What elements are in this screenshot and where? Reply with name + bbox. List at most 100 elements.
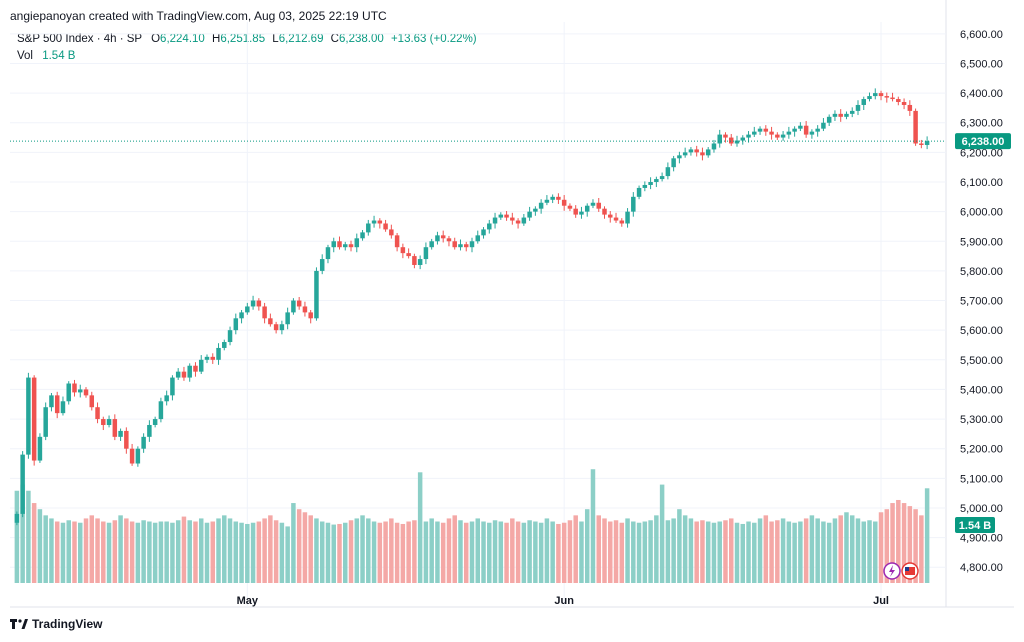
symbol-label[interactable]: S&P 500 Index · 4h · SP <box>17 33 142 45</box>
candle-body <box>239 312 244 319</box>
candle-body <box>498 214 504 218</box>
volume-bar <box>723 520 728 583</box>
volume-bar <box>106 522 112 583</box>
candle-body <box>469 241 475 248</box>
volume-bar <box>849 515 855 583</box>
volume-bar <box>72 521 77 583</box>
volume-bar <box>377 522 383 583</box>
volume-bar <box>158 521 164 583</box>
candle-body <box>141 436 146 449</box>
candle-body <box>798 125 803 129</box>
volume-bar <box>481 521 486 583</box>
candle-body <box>625 211 630 224</box>
candle-body <box>83 389 89 396</box>
volume-bar <box>584 509 590 583</box>
candle-body <box>527 211 532 218</box>
volume-bar <box>705 521 711 583</box>
volume-bar <box>210 521 216 583</box>
candle-body <box>250 300 256 307</box>
tradingview-logo[interactable]: TradingView <box>10 617 102 631</box>
candle-body <box>780 134 786 138</box>
candle-body <box>890 97 895 100</box>
volume-bar <box>521 522 527 583</box>
volume-bar <box>469 521 475 583</box>
volume-bar <box>49 518 54 583</box>
overlay: 6,238.00 1.54 B <box>10 133 1011 580</box>
candle-body <box>746 134 751 138</box>
candle-body <box>26 377 31 455</box>
candle-body <box>14 513 20 523</box>
volume-badge-label: 1.54 B <box>959 520 991 532</box>
volume-bar <box>262 518 267 583</box>
volume-bar <box>43 515 48 583</box>
candle-body <box>187 365 192 378</box>
candle-body <box>389 229 394 236</box>
volume-bar <box>510 518 515 583</box>
candle-body <box>233 318 239 331</box>
candle-body <box>792 128 797 132</box>
volume-bar <box>694 521 699 583</box>
volume-bar <box>268 515 273 583</box>
candle-body <box>66 383 71 402</box>
volume-bar <box>31 503 37 583</box>
candle-body <box>348 244 354 248</box>
volume-bar <box>746 521 751 583</box>
candle-body <box>49 395 54 408</box>
candle-body <box>740 137 746 141</box>
volume-bar <box>239 522 244 583</box>
candle-body <box>832 113 838 117</box>
candle-body <box>602 208 607 215</box>
volume-bar <box>740 523 746 583</box>
last-price-label: 6,238.00 <box>962 136 1005 148</box>
candle-body <box>245 306 250 313</box>
volume-bar <box>734 522 740 583</box>
y-tick-label: 5,700.00 <box>960 296 1003 308</box>
candle-body <box>677 155 682 159</box>
y-tick-label: 6,200.00 <box>960 147 1003 159</box>
candle-body <box>31 377 37 461</box>
candle-body <box>440 235 446 239</box>
volume-bar <box>458 520 463 583</box>
volume-bar <box>452 515 457 583</box>
candle-body <box>423 247 429 260</box>
y-tick-label: 6,300.00 <box>960 118 1003 130</box>
volume-bar <box>924 488 930 583</box>
volume-bar <box>204 522 210 583</box>
candle-body <box>435 235 440 242</box>
candle-body <box>550 196 555 200</box>
low-value: 6,212.69 <box>278 33 324 45</box>
candle-body <box>803 125 809 135</box>
volume-bar <box>60 522 66 583</box>
candle-body <box>193 365 198 372</box>
candle-body <box>584 205 590 212</box>
volume-bar <box>337 523 342 583</box>
y-tick-label: 5,000.00 <box>960 503 1003 515</box>
candle-body <box>175 371 181 378</box>
candle-body <box>337 241 342 248</box>
volume-bar <box>331 524 336 583</box>
ohlc-legend: S&P 500 Index · 4h · SP O6,224.10 H6,251… <box>17 33 477 45</box>
candle-body <box>613 217 619 221</box>
candle-body <box>158 401 164 420</box>
volume-bar <box>216 518 221 583</box>
volume-bar <box>112 520 118 583</box>
x-tick-label: Jul <box>873 595 889 607</box>
volume-bar <box>135 522 141 583</box>
volume-bar <box>873 521 878 583</box>
candle-body <box>838 113 843 117</box>
candle-body <box>763 128 769 132</box>
change-value: +13.63 (+0.22%) <box>390 33 477 45</box>
y-tick-label: 4,800.00 <box>960 562 1003 574</box>
volume-bar <box>590 469 596 583</box>
volume-bar <box>665 520 671 583</box>
volume-bar <box>556 523 561 583</box>
volume-bar <box>487 522 492 583</box>
volume-bar <box>769 521 774 583</box>
volume-bar <box>538 522 544 583</box>
volume-bar <box>550 521 555 583</box>
candle-body <box>786 131 792 135</box>
candle-body <box>884 96 890 98</box>
volume-bar <box>389 518 394 583</box>
volume-bar <box>711 522 717 583</box>
